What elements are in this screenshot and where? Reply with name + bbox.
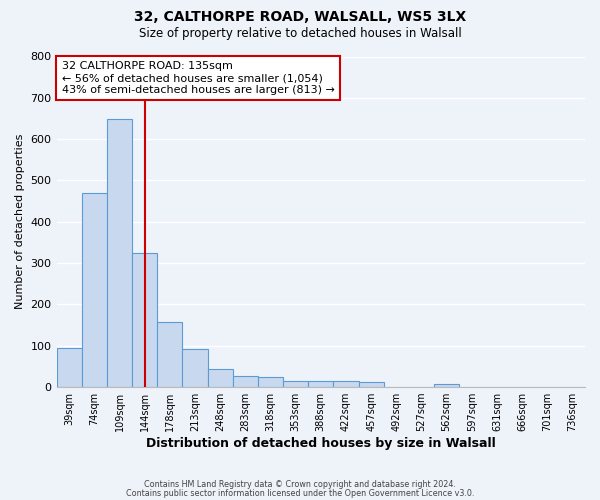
Bar [334,381,359,387]
Bar [56,348,82,387]
Bar [233,376,258,387]
Bar [258,377,283,387]
Bar [283,381,308,387]
Bar [434,384,459,387]
Bar [132,253,157,387]
Bar [182,349,208,387]
Bar [82,193,107,387]
Text: 32, CALTHORPE ROAD, WALSALL, WS5 3LX: 32, CALTHORPE ROAD, WALSALL, WS5 3LX [134,10,466,24]
Bar [157,322,182,387]
Text: Size of property relative to detached houses in Walsall: Size of property relative to detached ho… [139,28,461,40]
Bar [308,382,334,387]
Text: Contains public sector information licensed under the Open Government Licence v3: Contains public sector information licen… [126,488,474,498]
X-axis label: Distribution of detached houses by size in Walsall: Distribution of detached houses by size … [146,437,496,450]
Y-axis label: Number of detached properties: Number of detached properties [15,134,25,310]
Text: Contains HM Land Registry data © Crown copyright and database right 2024.: Contains HM Land Registry data © Crown c… [144,480,456,489]
Text: 32 CALTHORPE ROAD: 135sqm
← 56% of detached houses are smaller (1,054)
43% of se: 32 CALTHORPE ROAD: 135sqm ← 56% of detac… [62,62,335,94]
Bar [208,370,233,387]
Bar [359,382,383,387]
Bar [107,120,132,387]
